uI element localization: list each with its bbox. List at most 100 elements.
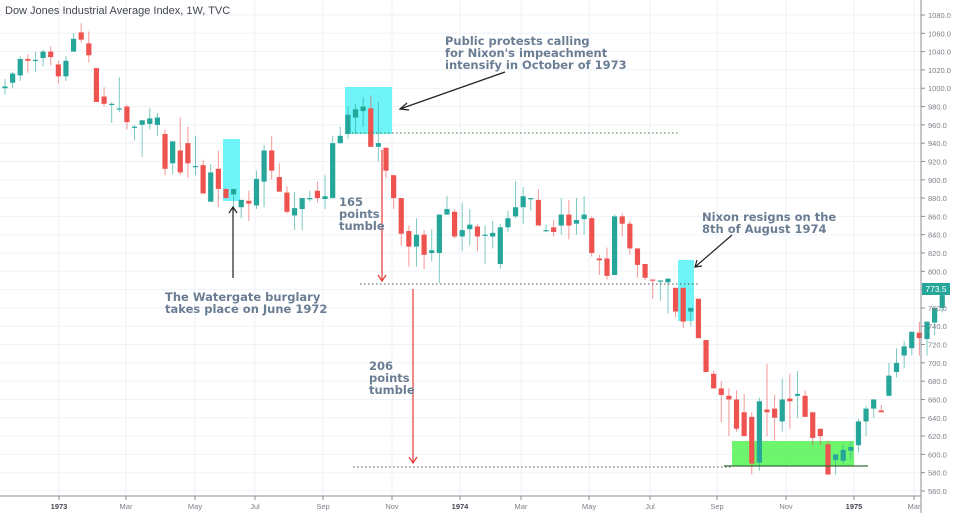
x-tick-label: May [582,502,596,511]
candle [695,298,702,339]
candle [48,46,54,66]
candle [703,339,709,372]
candle [764,363,770,437]
highlight-watergate [223,139,240,201]
candle [154,112,160,136]
y-tick-label: 660.0 [928,395,947,404]
y-tick-label: 900.0 [928,176,947,185]
candle [253,170,260,210]
candle [360,97,366,127]
x-tick-label: 1973 [51,502,68,511]
candle [192,135,199,176]
y-tick-label: 680.0 [928,377,947,386]
y-tick-label: 700.0 [928,359,947,368]
candle [406,225,412,267]
candle [78,23,84,43]
y-tick-label: 860.0 [928,212,947,221]
candle [802,390,808,417]
candle [497,223,503,269]
candle [650,279,656,299]
candle [832,454,839,475]
candle [634,248,641,278]
candle [932,307,938,336]
candle [40,49,46,67]
candle [330,135,336,199]
y-tick-label: 740.0 [928,322,947,331]
candle [276,163,282,192]
candle [2,79,8,95]
candle [688,307,694,327]
candle [474,223,481,252]
candle [147,108,153,130]
y-tick-label: 800.0 [928,267,947,276]
y-tick-label: 1000.0 [928,84,951,93]
y-tick-label: 840.0 [928,231,947,240]
candle [512,181,519,219]
candle [741,393,747,437]
y-tick-label: 1080.0 [928,11,951,20]
y-tick-label: 560.0 [928,487,947,496]
candle [177,117,183,176]
candle [368,95,374,147]
candle [665,278,671,314]
y-tick-label: 880.0 [928,194,947,203]
candle [528,198,534,211]
candle [70,33,77,52]
candle [429,229,435,262]
candle [269,135,275,180]
x-axis-ticks[interactable]: 1973 Mar May Jul Sep Nov 1974 Mar May Jul Sep Nov 19… [51,496,921,511]
candle [116,77,122,113]
candle [451,209,458,239]
candle [322,175,328,210]
candle [756,397,762,471]
candle [200,159,206,194]
annotation-lines [228,71,868,468]
candle [223,188,229,199]
candle [612,214,618,275]
chart-title: Dow Jones Industrial Average Index, 1W, … [5,5,231,17]
candle [131,124,138,141]
candle [794,371,801,418]
x-tick-label: 1975 [846,502,863,511]
candle [855,418,862,453]
annotation-165-points: 165 points tumble [339,195,385,233]
candle [444,196,450,215]
candle [772,394,778,441]
candle [25,54,31,73]
y-tick-label: 720.0 [928,341,947,350]
candle [86,31,92,63]
candle [490,220,496,249]
x-tick-label: Jul [645,502,655,511]
candle [246,190,252,221]
candle [185,126,191,178]
candle [215,150,221,208]
y-tick-label: 960.0 [928,121,947,130]
y-tick-label: 760.0 [928,304,947,313]
candle [307,190,313,202]
y-tick-label: 580.0 [928,469,947,478]
arrow-165-head [377,274,387,283]
candle [284,186,290,214]
x-tick-label: Mar [515,502,528,511]
candle [733,390,740,432]
candle [680,287,686,329]
arrow-resigns-head [694,259,703,268]
y-tick-label: 940.0 [928,139,947,148]
candle [170,141,176,175]
x-tick-label: Sep [316,502,329,511]
y-axis-ticks[interactable]: 1080.0 1060.0 1040.0 1020.0 1000.0 980.0 960.0… [921,11,951,496]
candle [383,147,389,178]
candle [467,209,473,246]
x-tick-label: Mar [120,502,133,511]
annotation-206-points: 206 points tumble [369,359,415,397]
annotation-watergate: The Watergate burglary takes place on Ju… [165,290,328,316]
candle [604,247,610,280]
arrow-206-head [408,456,418,465]
candle [779,378,785,432]
svg-text:773.5: 773.5 [925,284,947,294]
candle [413,218,420,267]
candle [421,230,427,270]
candle [825,440,831,475]
